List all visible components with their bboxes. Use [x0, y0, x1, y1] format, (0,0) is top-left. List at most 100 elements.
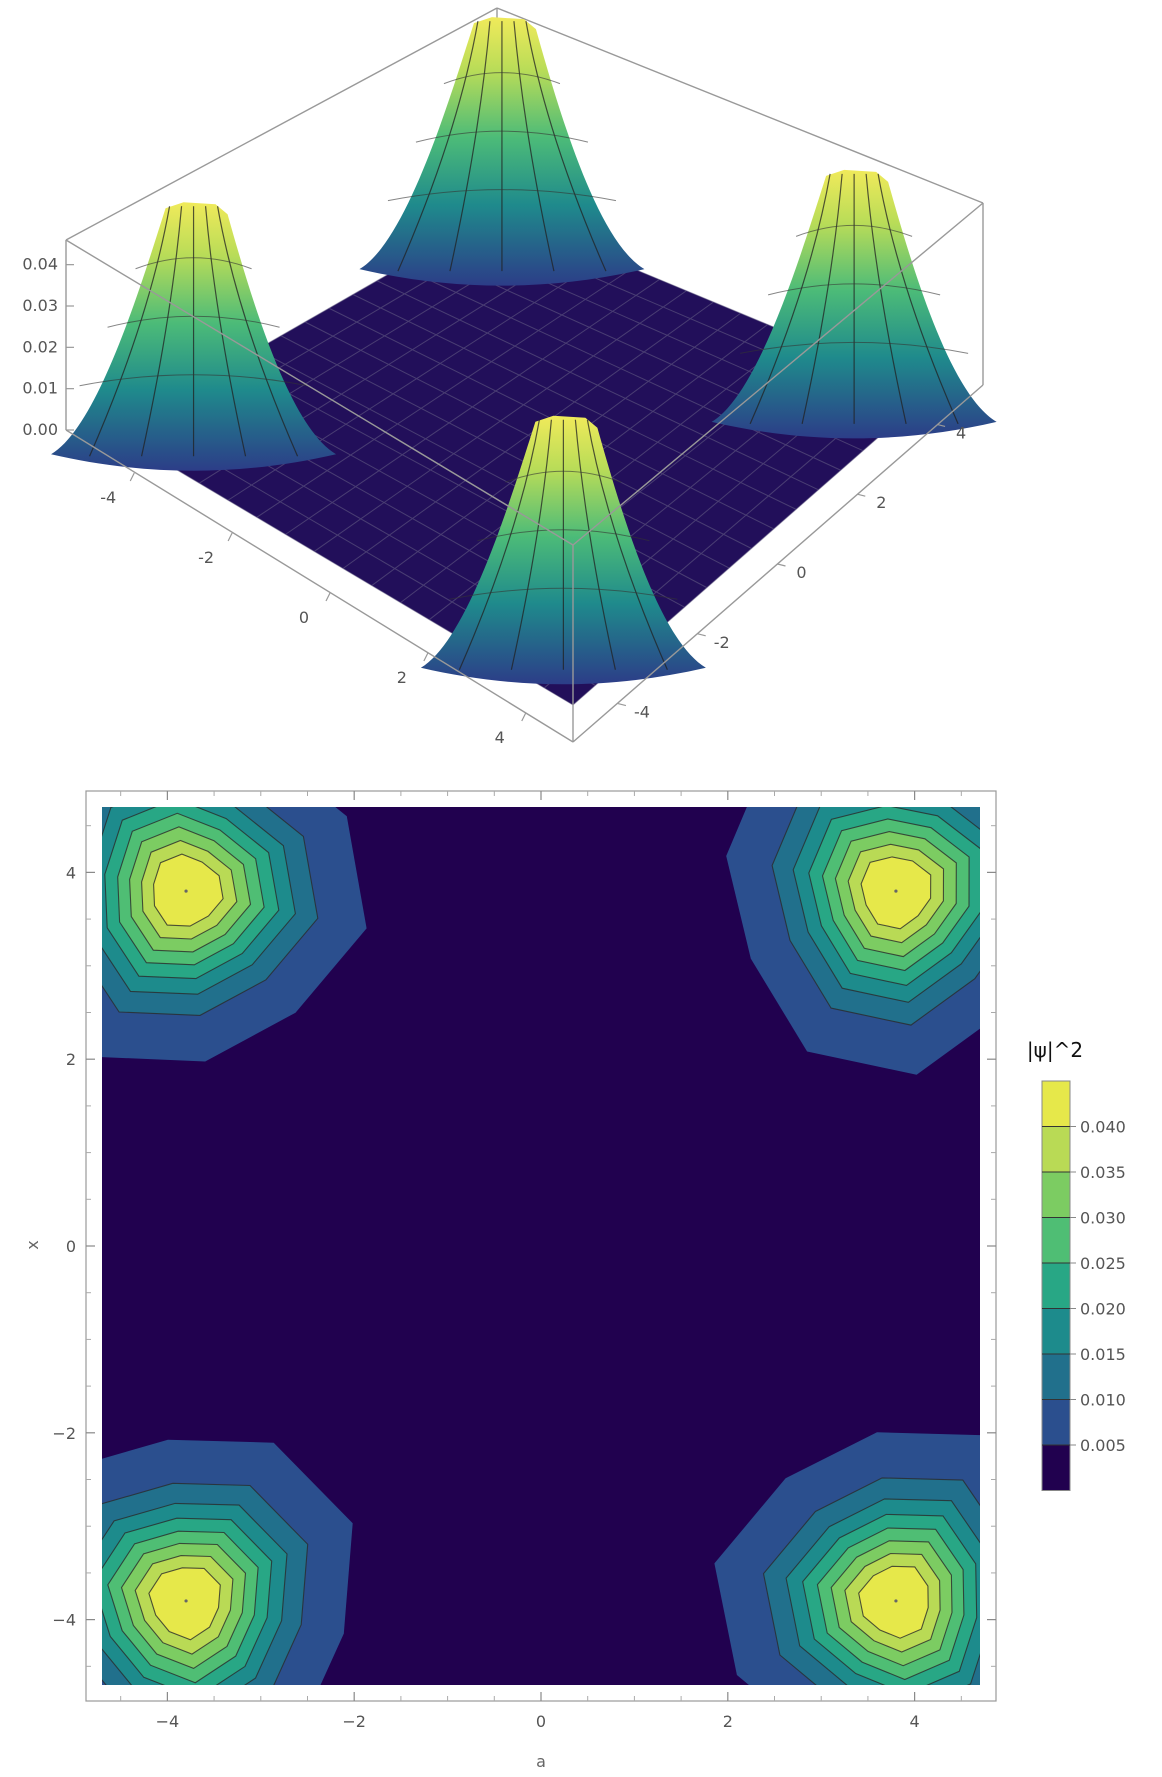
z-tick-label: 0.04 — [22, 255, 58, 274]
legend-frame — [1041, 1080, 1071, 1491]
surface-peak — [711, 169, 997, 439]
contour-band — [858, 1565, 929, 1639]
y-tick — [697, 633, 706, 637]
x-axis-label: a — [536, 1752, 546, 1771]
x-tick-label: −4 — [156, 1712, 180, 1731]
surface-y-axis: -4 -2 0 2 4 — [617, 423, 966, 722]
x-tick-label: 0 — [536, 1712, 546, 1731]
surface-floor — [113, 212, 930, 705]
contour-axes: −4 −2 0 2 4 4 2 0 −2 −4 — [52, 791, 996, 1731]
y-tick-label: −2 — [52, 1424, 76, 1443]
x-tick — [521, 712, 527, 722]
surface-plot: 0.04 0.03 0.02 0.01 0.00 -4 -2 0 2 4 -4 -2 0 2 4 — [22, 7, 997, 747]
peak-mesh-line — [525, 21, 607, 272]
x-tick — [325, 592, 331, 602]
legend-title: |ψ|^2 — [1027, 1038, 1083, 1062]
contour-band — [148, 1567, 221, 1641]
z-tick-label: 0.00 — [22, 420, 58, 439]
legend-swatch — [1042, 1172, 1070, 1218]
peak-mesh-line — [449, 587, 678, 600]
legend-colorbar: 0.040 0.035 0.030 0.025 0.020 0.015 0.010 0.005 — [1041, 1080, 1126, 1491]
mesh-line — [376, 280, 819, 491]
x-tick-label: 2 — [397, 668, 407, 687]
y-tick-label: 0 — [796, 563, 806, 582]
legend-label: 0.040 — [1080, 1118, 1126, 1137]
peak-mesh-line — [443, 72, 561, 85]
legend-swatch — [1042, 1399, 1070, 1445]
box-front-edges — [65, 202, 984, 743]
peak-mesh-line — [204, 206, 247, 457]
legend: |ψ|^2 0.040 0.035 0.030 0.025 0.020 0.015 0.01… — [1027, 1038, 1126, 1491]
mesh-line — [304, 321, 752, 549]
y-tick-label: -4 — [634, 703, 650, 722]
peak-mesh-line — [801, 173, 843, 425]
peak-mesh-line — [387, 189, 617, 202]
z-tick-label: 0.02 — [22, 337, 58, 356]
peak-mesh-line — [510, 419, 552, 670]
peak-mesh-line — [749, 173, 831, 425]
x-tick — [129, 472, 135, 482]
legend-label: 0.005 — [1080, 1436, 1126, 1455]
y-tick — [936, 423, 946, 428]
legend-swatch — [1042, 1308, 1070, 1354]
peak-mesh-line — [397, 21, 479, 272]
legend-swatch — [1042, 1354, 1070, 1400]
surface-peak — [51, 202, 337, 471]
contour-peak — [102, 1439, 353, 1685]
x-tick-label: -2 — [198, 548, 214, 567]
peak-marker — [894, 1599, 898, 1603]
x-tick-label: -4 — [100, 488, 116, 507]
legend-label: 0.015 — [1080, 1345, 1126, 1364]
peak-mesh-line — [767, 283, 941, 296]
y-tick-label: 2 — [876, 493, 886, 512]
y-tick — [857, 493, 866, 497]
peak-marker — [184, 889, 188, 893]
mesh-line — [352, 294, 797, 510]
surface-peak — [420, 415, 706, 685]
legend-swatch — [1042, 1263, 1070, 1309]
y-tick-label: 4 — [66, 863, 76, 882]
peak-mesh-line — [79, 374, 308, 387]
legend-label: 0.025 — [1080, 1254, 1126, 1273]
z-tick-label: 0.03 — [22, 296, 58, 315]
peak-marker — [184, 1599, 188, 1603]
x-tick-label: 2 — [723, 1712, 733, 1731]
x-tick-label: −2 — [342, 1712, 366, 1731]
y-tick-label: 2 — [66, 1050, 76, 1069]
contour-peak — [102, 807, 367, 1062]
legend-label: 0.035 — [1080, 1163, 1126, 1182]
peak-mesh-line — [505, 470, 622, 483]
x-tick-label: 0 — [299, 608, 309, 627]
surface-peaks — [51, 17, 997, 685]
contour-peak — [714, 1432, 980, 1685]
peak-mesh-line — [877, 173, 959, 425]
peak-mesh-line — [135, 257, 252, 270]
x-tick-label: 4 — [495, 728, 505, 747]
z-tick-label: 0.01 — [22, 379, 58, 398]
legend-label: 0.020 — [1080, 1300, 1126, 1319]
contour-band — [153, 853, 224, 927]
peak-mesh-line — [140, 206, 183, 457]
legend-label: 0.030 — [1080, 1209, 1126, 1228]
y-tick-label: 0 — [66, 1237, 76, 1256]
peak-mesh-line — [586, 419, 668, 670]
contour-band — [860, 856, 932, 930]
legend-swatch — [1042, 1445, 1070, 1491]
surface-peak — [359, 17, 645, 286]
y-tick-label: -2 — [714, 633, 730, 652]
mesh-line — [400, 266, 841, 471]
y-tick — [617, 702, 627, 707]
peak-mesh-line — [458, 419, 540, 670]
y-tick-label: 4 — [956, 423, 966, 442]
peak-mesh-line — [415, 130, 589, 143]
peak-mesh-line — [89, 206, 171, 457]
peak-mesh-line — [449, 21, 491, 272]
peak-mesh-line — [795, 224, 913, 237]
peak-marker — [894, 889, 898, 893]
x-tick — [227, 532, 233, 542]
legend-swatch — [1042, 1081, 1070, 1127]
legend-label: 0.010 — [1080, 1391, 1126, 1410]
y-axis-label: x — [23, 1240, 42, 1249]
surface-x-axis: -4 -2 0 2 4 — [100, 472, 527, 747]
x-tick — [423, 652, 429, 662]
